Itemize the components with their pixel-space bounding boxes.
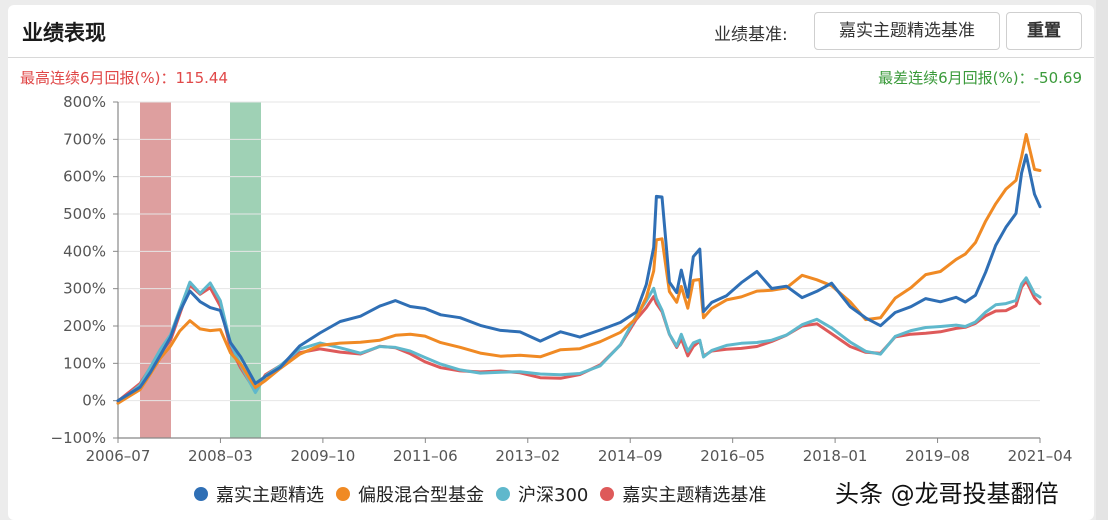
y-tick-label: 700% — [63, 130, 106, 148]
y-tick-label: 300% — [63, 280, 106, 298]
x-tick-label: 2009–10 — [291, 447, 356, 465]
reset-button[interactable]: 重置 — [1006, 12, 1082, 50]
y-tick-label: −100% — [51, 429, 106, 447]
legend-label: 偏股混合型基金 — [358, 485, 484, 506]
scrollbar[interactable] — [1096, 0, 1108, 520]
performance-card: 业绩表现 业绩基准: 嘉实主题精选基准 重置 最高连续6月回报(%)：115.4… — [8, 5, 1094, 520]
x-tick-label: 2019–08 — [905, 447, 970, 465]
benchmark-label: 业绩基准: — [714, 25, 788, 45]
chart-legend: 嘉实主题精选 偏股混合型基金 沪深300 嘉实主题精选基准 — [194, 481, 778, 507]
legend-dot-icon — [496, 487, 510, 501]
y-tick-label: 500% — [63, 205, 106, 223]
y-tick-label: 800% — [63, 93, 106, 111]
min-6m-return: 最差连续6月回报(%)：-50.69 — [878, 69, 1082, 87]
max-6m-return: 最高连续6月回报(%)：115.44 — [20, 69, 228, 87]
legend-label: 嘉实主题精选基准 — [622, 485, 767, 506]
legend-item[interactable]: 偏股混合型基金 — [336, 481, 484, 507]
y-tick-label: 0% — [82, 392, 106, 410]
y-tick-label: 400% — [63, 242, 106, 260]
performance-chart[interactable]: 800%700%600%500%400%300%200%100%0%−100%2… — [0, 0, 1108, 480]
x-tick-label: 2008–03 — [188, 447, 253, 465]
legend-item[interactable]: 沪深300 — [496, 481, 588, 507]
benchmark-select-button[interactable]: 嘉实主题精选基准 — [814, 12, 1000, 50]
legend-dot-icon — [600, 487, 615, 501]
best-period-band — [140, 102, 171, 438]
card-header: 业绩表现 业绩基准: 嘉实主题精选基准 重置 — [8, 5, 1094, 58]
series-line-2[interactable] — [116, 276, 1042, 405]
legend-dot-icon — [194, 487, 208, 501]
page-title: 业绩表现 — [22, 21, 106, 45]
x-tick-label: 2014–09 — [598, 447, 663, 465]
y-tick-label: 200% — [63, 317, 106, 335]
watermark: 头条 @龙哥投基翻倍 — [835, 480, 1059, 508]
x-tick-label: 2016–05 — [700, 447, 765, 465]
legend-dot-icon — [336, 487, 350, 501]
x-tick-label: 2006–07 — [86, 447, 151, 465]
x-tick-label: 2018–01 — [803, 447, 868, 465]
series-line-1[interactable] — [116, 133, 1042, 405]
legend-label: 沪深300 — [518, 485, 589, 506]
legend-label: 嘉实主题精选 — [216, 485, 324, 506]
legend-item[interactable]: 嘉实主题精选 — [194, 481, 324, 507]
y-tick-label: 100% — [63, 354, 106, 372]
y-tick-label: 600% — [63, 168, 106, 186]
x-tick-label: 2011–06 — [393, 447, 458, 465]
x-tick-label: 2013–02 — [495, 447, 560, 465]
x-tick-label: 2021–04 — [1008, 447, 1073, 465]
series-line-0[interactable] — [116, 153, 1042, 403]
legend-item[interactable]: 嘉实主题精选基准 — [600, 481, 766, 507]
